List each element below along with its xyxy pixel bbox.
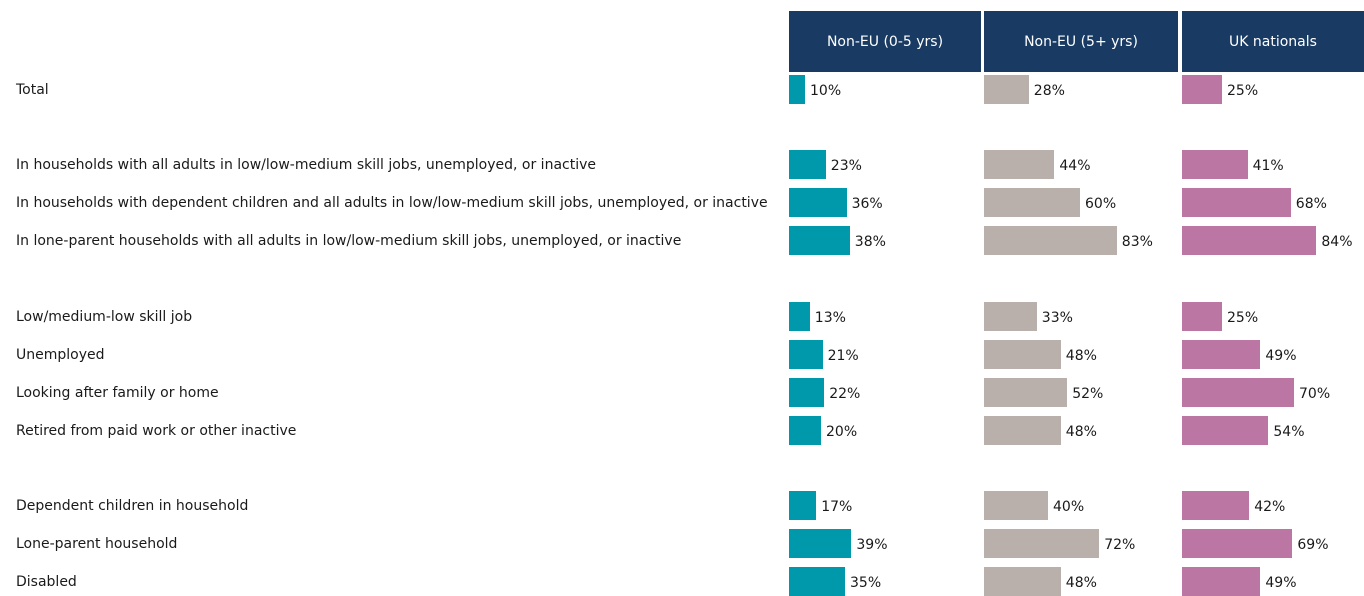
value-label: 48% xyxy=(1065,424,1097,440)
bar xyxy=(1182,567,1261,596)
bar xyxy=(984,567,1061,596)
value-label: 20% xyxy=(826,424,858,440)
value-label: 72% xyxy=(1104,537,1136,553)
value-label: 39% xyxy=(856,537,888,553)
bar xyxy=(789,567,845,596)
bar xyxy=(1182,226,1317,255)
value-label: 23% xyxy=(830,158,862,174)
row-label: Disabled xyxy=(16,574,77,590)
bar xyxy=(984,226,1117,255)
bar xyxy=(1182,188,1291,217)
row-label: Looking after family or home xyxy=(16,385,219,401)
bar xyxy=(1182,150,1248,179)
bar xyxy=(789,75,805,104)
bar xyxy=(1182,378,1294,407)
bar xyxy=(789,188,847,217)
value-label: 48% xyxy=(1065,575,1097,591)
value-label: 84% xyxy=(1321,234,1353,250)
column-header-1: Non-EU (5+ yrs) xyxy=(984,11,1178,72)
bar xyxy=(1182,302,1222,331)
value-label: 49% xyxy=(1265,575,1297,591)
value-label: 10% xyxy=(810,83,842,99)
bar xyxy=(984,340,1061,369)
row-label: Unemployed xyxy=(16,347,105,363)
bar xyxy=(984,416,1061,445)
bar xyxy=(984,529,1100,558)
bar xyxy=(789,378,825,407)
bar xyxy=(789,529,852,558)
value-label: 21% xyxy=(827,348,859,364)
bar xyxy=(984,150,1055,179)
bar xyxy=(984,378,1068,407)
row-label: In households with dependent children an… xyxy=(16,195,768,211)
bar xyxy=(1182,529,1293,558)
bar xyxy=(1182,75,1222,104)
row-label: In lone-parent households with all adult… xyxy=(16,233,682,249)
value-label: 36% xyxy=(851,196,883,212)
value-label: 25% xyxy=(1227,83,1259,99)
row-label: Retired from paid work or other inactive xyxy=(16,423,297,439)
bar xyxy=(984,188,1080,217)
value-label: 38% xyxy=(854,234,886,250)
row-label: In households with all adults in low/low… xyxy=(16,157,597,173)
bar xyxy=(789,416,821,445)
value-label: 13% xyxy=(814,310,846,326)
bar xyxy=(789,491,817,520)
value-label: 28% xyxy=(1033,83,1065,99)
bar xyxy=(789,302,810,331)
column-header-2: UK nationals xyxy=(1182,11,1364,72)
bar xyxy=(984,75,1029,104)
value-label: 25% xyxy=(1227,310,1259,326)
value-label: 41% xyxy=(1252,158,1284,174)
bar xyxy=(1182,340,1261,369)
bar xyxy=(1182,491,1250,520)
column-header-0: Non-EU (0-5 yrs) xyxy=(789,11,981,72)
value-label: 69% xyxy=(1297,537,1329,553)
value-label: 44% xyxy=(1059,158,1091,174)
value-label: 33% xyxy=(1041,310,1073,326)
bar xyxy=(1182,416,1269,445)
value-label: 52% xyxy=(1072,386,1104,402)
value-label: 48% xyxy=(1065,348,1097,364)
row-label: Dependent children in household xyxy=(16,498,249,514)
row-label: Lone-parent household xyxy=(16,536,178,552)
value-label: 17% xyxy=(821,499,853,515)
bar xyxy=(789,340,823,369)
row-label: Low/medium-low skill job xyxy=(16,309,193,325)
value-label: 49% xyxy=(1265,348,1297,364)
value-label: 42% xyxy=(1254,499,1286,515)
bar xyxy=(984,491,1048,520)
row-label: Total xyxy=(16,82,49,98)
value-label: 22% xyxy=(829,386,861,402)
value-label: 70% xyxy=(1299,386,1331,402)
value-label: 83% xyxy=(1121,234,1153,250)
value-label: 68% xyxy=(1295,196,1327,212)
bar xyxy=(789,226,850,255)
value-label: 40% xyxy=(1053,499,1085,515)
value-label: 60% xyxy=(1085,196,1117,212)
bar xyxy=(789,150,826,179)
value-label: 54% xyxy=(1273,424,1305,440)
bar xyxy=(984,302,1037,331)
value-label: 35% xyxy=(850,575,882,591)
